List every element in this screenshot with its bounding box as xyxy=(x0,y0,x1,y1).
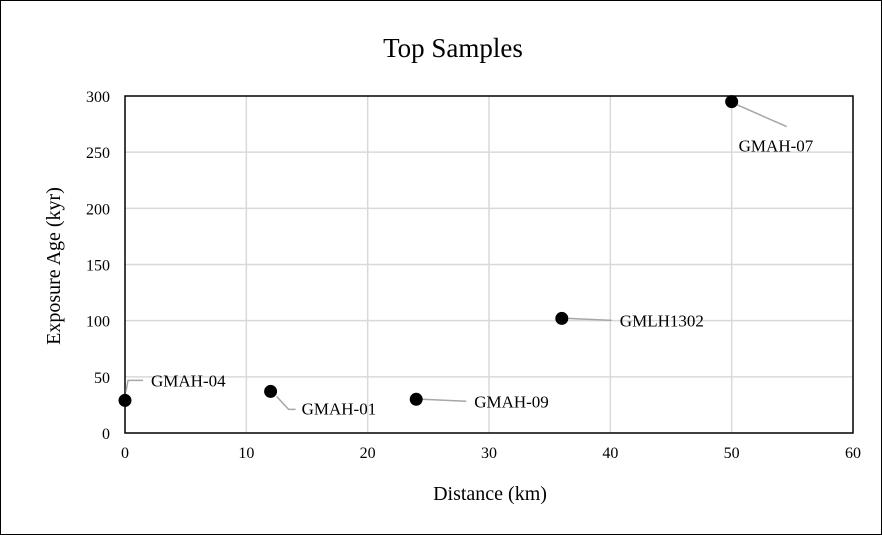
x-tick-label-0: 0 xyxy=(121,445,129,462)
leader-line-1 xyxy=(276,395,296,411)
y-tick-label-6: 300 xyxy=(86,89,110,106)
y-axis-title: Exposure Age (kyr) xyxy=(43,187,65,345)
y-tick-label-2: 100 xyxy=(86,314,110,331)
x-tick-label-6: 60 xyxy=(845,445,861,462)
x-axis-ticks: 0 10 20 30 40 50 60 xyxy=(121,445,861,462)
plot-border xyxy=(124,95,854,434)
leader-line-3 xyxy=(567,317,612,322)
x-tick-label-2: 20 xyxy=(360,445,376,462)
point-label-gmah-07: GMAH-07 xyxy=(739,137,814,156)
leader-line-0 xyxy=(125,379,143,392)
y-tick-label-0: 0 xyxy=(102,426,110,443)
point-label-gmah-01: GMAH-01 xyxy=(302,399,377,418)
y-tick-label-3: 150 xyxy=(86,258,110,275)
data-point-gmah-04 xyxy=(118,393,132,407)
y-axis-ticks: 0 50 100 150 200 250 300 xyxy=(86,89,110,443)
data-point-gmlh1302 xyxy=(555,311,569,325)
x-tick-label-3: 30 xyxy=(481,445,497,462)
leader-line-2 xyxy=(422,398,467,403)
x-axis-title: Distance (km) xyxy=(433,483,547,505)
data-point-gmah-07 xyxy=(725,95,739,109)
x-tick-label-4: 40 xyxy=(602,445,618,462)
grid-lines xyxy=(125,96,853,433)
point-labels: GMAH-04 GMAH-01 GMAH-09 GMLH1302 GMAH-07 xyxy=(151,137,814,419)
y-tick-label-1: 50 xyxy=(94,370,110,387)
y-tick-label-4: 200 xyxy=(86,201,110,218)
label-leader-lines xyxy=(125,103,787,411)
point-label-gmlh1302: GMLH1302 xyxy=(620,311,704,330)
data-points xyxy=(118,95,739,407)
plot-area xyxy=(124,95,854,434)
x-tick-label-1: 10 xyxy=(238,445,254,462)
x-tick-label-5: 50 xyxy=(724,445,740,462)
point-label-gmah-04: GMAH-04 xyxy=(151,371,226,390)
y-tick-label-5: 250 xyxy=(86,145,110,162)
data-point-gmah-01 xyxy=(264,384,278,398)
data-point-gmah-09 xyxy=(409,392,423,406)
chart-title: Top Samples xyxy=(383,33,523,63)
point-label-gmah-09: GMAH-09 xyxy=(474,392,549,411)
leader-line-4 xyxy=(736,103,787,128)
